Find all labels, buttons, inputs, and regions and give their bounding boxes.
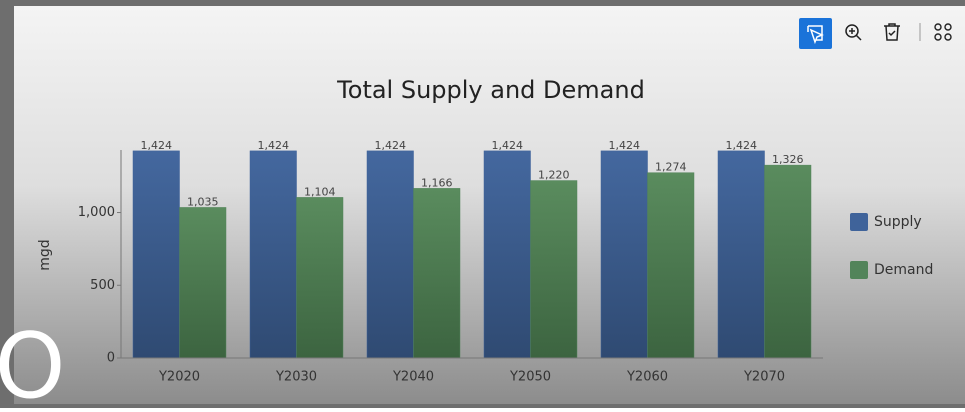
value-label: 1,424 bbox=[258, 139, 290, 152]
value-label: 1,424 bbox=[609, 139, 641, 152]
bar bbox=[483, 150, 531, 359]
legend-swatch bbox=[850, 261, 868, 279]
bar bbox=[179, 207, 227, 359]
value-label: 1,424 bbox=[492, 139, 524, 152]
y-axis-label: mgd bbox=[37, 239, 53, 270]
y-tick-label: 0 bbox=[107, 351, 115, 366]
value-label: 1,424 bbox=[726, 139, 758, 152]
value-label: 1,166 bbox=[421, 176, 453, 189]
x-tick-label: Y2070 bbox=[743, 370, 785, 385]
toolbar bbox=[799, 18, 952, 49]
value-label: 1,035 bbox=[187, 195, 219, 208]
legend-label: Supply bbox=[874, 214, 922, 230]
value-label: 1,274 bbox=[655, 161, 687, 174]
menu-button[interactable] bbox=[934, 23, 952, 41]
bar bbox=[600, 150, 648, 359]
value-label: 1,104 bbox=[304, 185, 336, 198]
chart-title: Total Supply and Demand bbox=[336, 76, 645, 104]
value-label: 1,326 bbox=[772, 153, 804, 166]
zoom-button[interactable] bbox=[845, 24, 862, 41]
x-tick-label: Y2050 bbox=[509, 370, 551, 385]
bar bbox=[249, 150, 297, 359]
clear-button[interactable] bbox=[884, 23, 900, 41]
bar bbox=[530, 180, 578, 359]
value-label: 1,220 bbox=[538, 169, 570, 182]
bar bbox=[296, 197, 344, 359]
x-tick-label: Y2020 bbox=[158, 370, 200, 385]
bar bbox=[413, 188, 461, 359]
bar bbox=[366, 150, 414, 359]
x-tick-label: Y2040 bbox=[392, 370, 434, 385]
bar bbox=[717, 150, 765, 359]
bar bbox=[647, 172, 695, 359]
y-tick-label: 500 bbox=[90, 278, 115, 293]
x-tick-label: Y2030 bbox=[275, 370, 317, 385]
legend-label: Demand bbox=[874, 262, 933, 278]
value-label: 1,424 bbox=[375, 139, 407, 152]
legend-swatch bbox=[850, 213, 868, 231]
value-label: 1,424 bbox=[141, 139, 173, 152]
x-tick-label: Y2060 bbox=[626, 370, 668, 385]
overlay-glyph: O bbox=[0, 314, 65, 408]
bar bbox=[764, 164, 812, 359]
bar bbox=[132, 150, 180, 359]
select-button[interactable] bbox=[799, 18, 832, 49]
y-tick-label: 1,000 bbox=[78, 205, 115, 220]
select-icon bbox=[807, 25, 824, 45]
